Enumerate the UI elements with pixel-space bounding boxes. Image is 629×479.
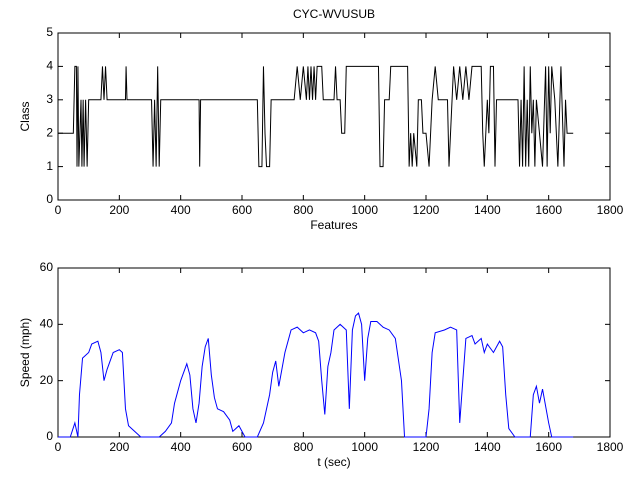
x-tick-label: 800	[293, 440, 313, 454]
x-tick-label: 600	[232, 203, 252, 217]
y-tick-label: 20	[40, 373, 54, 387]
x-axis-label: t (sec)	[317, 455, 350, 469]
data-line	[58, 65, 574, 168]
axes-box	[57, 267, 611, 438]
x-tick-label: 1200	[413, 203, 440, 217]
x-tick-label: 1600	[535, 440, 562, 454]
y-tick-label: 3	[46, 92, 53, 106]
x-tick-label: 1600	[535, 203, 562, 217]
x-tick-label: 1200	[413, 440, 440, 454]
x-tick-label: 1400	[474, 440, 501, 454]
y-axis-label: Speed (mph)	[18, 318, 32, 387]
x-tick-label: 0	[55, 203, 62, 217]
data-line	[58, 312, 574, 438]
y-tick-label: 4	[46, 59, 53, 73]
chart-title: CYC-WVUSUB	[293, 7, 375, 21]
x-tick-label: 400	[171, 203, 191, 217]
y-tick-label: 5	[46, 25, 53, 39]
x-tick-label: 600	[232, 440, 252, 454]
y-tick-label: 2	[46, 125, 53, 139]
x-tick-label: 1400	[474, 203, 501, 217]
x-axis-label: Features	[310, 218, 357, 232]
y-axis-label: Class	[18, 101, 32, 131]
x-tick-label: 1800	[597, 203, 624, 217]
x-tick-label: 800	[293, 203, 313, 217]
x-tick-label: 1800	[597, 440, 624, 454]
x-tick-label: 200	[109, 440, 129, 454]
x-tick-label: 1000	[351, 203, 378, 217]
y-tick-label: 1	[46, 159, 53, 173]
y-tick-label: 0	[46, 192, 53, 206]
y-tick-label: 0	[46, 429, 53, 443]
y-tick-label: 40	[40, 317, 54, 331]
x-tick-label: 200	[109, 203, 129, 217]
x-tick-label: 1000	[351, 440, 378, 454]
x-tick-label: 400	[171, 440, 191, 454]
x-tick-label: 0	[55, 440, 62, 454]
y-tick-label: 60	[40, 260, 54, 274]
